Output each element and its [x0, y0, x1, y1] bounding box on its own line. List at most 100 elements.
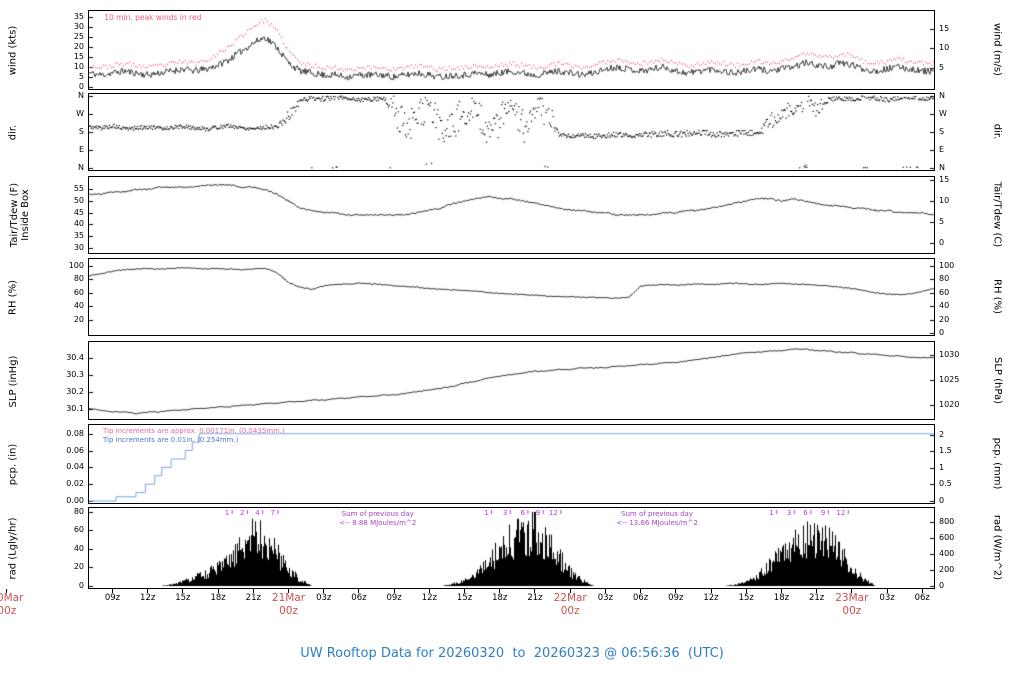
tick-label: 30.2	[66, 386, 84, 396]
tick-label: N	[939, 163, 945, 172]
tick-label: N	[939, 91, 945, 100]
slp-right-axis-label: SLP (hPa)	[991, 356, 1003, 404]
x-axis-tick	[464, 589, 466, 593]
x-axis-tick	[393, 589, 395, 593]
tick-label: 5	[78, 72, 84, 81]
tick-label: 60	[73, 525, 84, 535]
humidity-plot-canvas	[89, 259, 934, 335]
x-axis-tick	[147, 589, 149, 593]
tick-label: 0.08	[66, 428, 84, 438]
x-time-label: 18z	[210, 593, 226, 603]
x-axis-tick	[569, 589, 571, 593]
x-time-label: 09z	[668, 593, 684, 603]
x-axis-tick	[6, 589, 8, 593]
radiation-sum-note: Sum of previous day	[621, 510, 693, 518]
tick-label: 0	[939, 328, 945, 337]
mj-marker-label: 3	[786, 509, 792, 517]
x-time-label: 18z	[492, 593, 508, 603]
wind-left-axis-label: wind (kts)	[7, 25, 19, 76]
x-axis-tick	[886, 589, 888, 593]
tick-label: 0	[939, 496, 945, 505]
tick-label: W	[76, 109, 84, 118]
tick-label: 35	[73, 230, 84, 240]
mj-marker-label: 3	[502, 509, 508, 517]
x-time-label: 06z	[351, 593, 367, 603]
tick-label: 0.04	[66, 462, 84, 472]
tick-label: 80	[73, 274, 84, 284]
x-date-label: 22Mar 00z	[553, 592, 587, 617]
x-date-label: 20Mar00z	[0, 592, 24, 617]
precipitation-plot-canvas	[89, 425, 934, 503]
wind-speed-panel	[88, 10, 935, 90]
tick-label: N	[78, 91, 84, 100]
tick-label: 50	[73, 196, 84, 206]
tick-label: W	[939, 109, 947, 118]
x-axis-tick	[851, 589, 853, 593]
tip-increment-note: Tip increments are 0.01in. (0.254mm.)	[103, 435, 239, 444]
tick-label: 20	[73, 562, 84, 572]
x-time-label: 06z	[632, 593, 649, 603]
mj-marker-label: 9	[535, 509, 541, 517]
x-time-label: 12z	[421, 593, 437, 603]
radiation-sum-value: <-- 8.88 MJoules/m^2	[339, 519, 417, 527]
x-axis-tick	[745, 589, 747, 593]
pressure-plot-canvas	[89, 342, 934, 419]
tick-label: 0.06	[66, 445, 84, 455]
tick-label: 80	[73, 506, 84, 516]
radiation-panel	[88, 507, 935, 589]
x-axis-tick	[921, 589, 923, 593]
tick-label: 800	[939, 517, 955, 527]
tick-label: 100	[68, 260, 84, 270]
tick-label: 25	[73, 32, 84, 41]
x-axis-tick	[816, 589, 818, 593]
x-axis-tick	[288, 589, 289, 593]
humidity-panel	[88, 258, 935, 336]
x-date-label: 23Mar 00z	[835, 592, 869, 617]
radiation-sum-value: <-- 13.66 MJoules/m^2	[616, 519, 698, 527]
tick-label: 30	[73, 22, 84, 31]
tick-label: N	[78, 163, 84, 172]
radiation-plot-canvas	[89, 508, 934, 588]
tick-label: 0.00	[66, 496, 84, 505]
x-time-label: 15z	[738, 593, 754, 603]
pcp-left-axis-label: pcp. (in)	[7, 443, 19, 486]
temp-right-axis-label: Tair/Tdew (C)	[991, 181, 1003, 248]
mj-marker-label: 1	[224, 509, 230, 517]
mj-marker-label: 6	[803, 509, 808, 517]
mj-marker-label: 1	[484, 509, 489, 517]
tick-label: 20	[939, 314, 950, 324]
tip-increment-note: Tip increments are approx. 0.00171in. (0…	[103, 427, 285, 435]
tick-label: 1.5	[939, 446, 952, 456]
x-axis-tick	[640, 589, 642, 593]
x-axis-tick	[217, 589, 219, 593]
mj-marker-label: 12	[548, 509, 558, 517]
tick-label: 40	[939, 301, 950, 311]
x-time-label: 21z	[245, 593, 261, 603]
x-time-label: 09z	[104, 593, 121, 603]
x-time-label: 12z	[140, 593, 156, 603]
x-axis-tick	[604, 589, 606, 593]
wind-direction-plot-canvas	[89, 94, 934, 170]
x-axis-tick	[111, 589, 113, 593]
tick-label: 0	[78, 581, 84, 590]
tick-label: 1030	[939, 349, 960, 359]
tick-label: 1025	[939, 374, 960, 384]
rad-right-axis-label: rad (W/m^2)	[991, 514, 1003, 581]
tick-label: 0.02	[66, 479, 84, 489]
tick-label: 40	[73, 219, 84, 229]
tick-label: E	[939, 145, 945, 154]
x-axis-tick	[710, 589, 712, 593]
tick-label: 15	[73, 52, 84, 61]
tick-label: 45	[73, 207, 84, 217]
mj-marker-label: 2	[239, 509, 245, 517]
tick-label: 40	[73, 301, 84, 311]
tick-label: 60	[73, 287, 84, 297]
tick-label: S	[939, 127, 945, 136]
rad-left-axis-label: rad (Lgly/hr)	[7, 517, 19, 580]
x-axis-tick	[534, 589, 536, 593]
tick-label: 20	[73, 314, 84, 324]
tick-label: 80	[939, 274, 950, 284]
tick-label: S	[78, 127, 84, 136]
tick-label: 15	[939, 175, 950, 185]
